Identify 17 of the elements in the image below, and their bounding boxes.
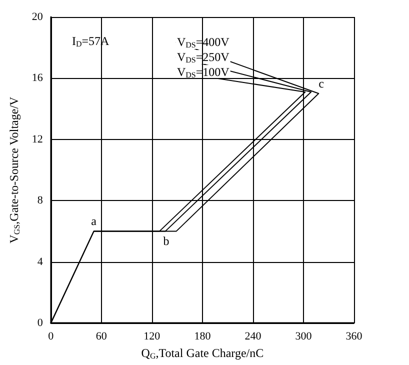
y-tick-label: 20	[32, 11, 44, 23]
x-tick-label: 120	[144, 330, 161, 342]
annotation: b	[163, 234, 170, 248]
y-tick-label: 12	[32, 133, 43, 146]
x-tick-label: 300	[295, 330, 312, 342]
x-tick-label: 360	[346, 330, 363, 342]
annotation: c	[318, 76, 324, 90]
annotation: a	[91, 214, 98, 228]
x-tick-label: 240	[244, 330, 262, 342]
y-tick-label: 4	[37, 256, 44, 268]
y-tick-label: 0	[37, 317, 44, 329]
x-tick-label: 0	[48, 330, 54, 342]
y-tick-label: 16	[32, 72, 44, 84]
x-tick-label: 180	[194, 330, 212, 342]
y-tick-label: 8	[37, 194, 44, 207]
x-tick-label: 60	[96, 330, 108, 342]
y-axis-title: VGS,Gate-to-Source Voltage/V	[7, 96, 22, 244]
